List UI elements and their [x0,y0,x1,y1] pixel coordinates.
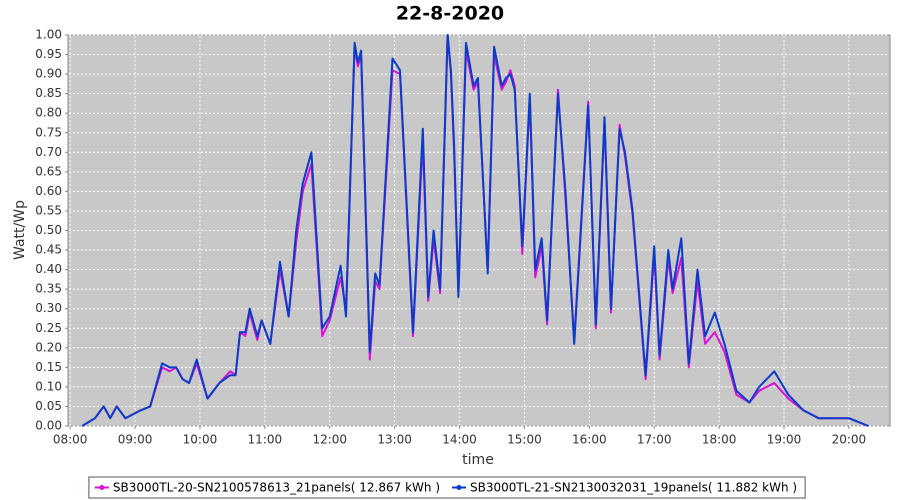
legend-label: SB3000TL-21-SN2130032031_19panels( 11.88… [470,481,797,495]
y-tick-label: 0.70 [35,145,62,159]
legend-box [88,476,806,499]
y-tick-label: 0.85 [35,86,62,100]
x-tick-label: 13:00 [377,433,412,447]
y-tick-label: 0.65 [35,164,62,178]
x-tick-label: 10:00 [183,433,218,447]
y-tick-label: 0.05 [35,399,62,413]
y-tick-label: 0.55 [35,203,62,217]
y-tick-label: 0.95 [35,47,62,61]
x-tick-label: 12:00 [312,433,347,447]
y-tick-label: 0.30 [35,301,62,315]
y-tick-label: 0.60 [35,184,62,198]
x-tick-label: 11:00 [248,433,283,447]
y-tick-label: 0.15 [35,360,62,374]
x-tick-label: 08:00 [53,433,88,447]
y-tick-label: 1.00 [35,28,62,42]
legend-label: SB3000TL-20-SN2100578613_21panels( 12.86… [113,481,440,495]
x-tick-label: 09:00 [118,433,153,447]
y-tick-label: 0.25 [35,321,62,335]
x-tick-label: 16:00 [572,433,607,447]
x-tick-label: 18:00 [702,433,737,447]
y-tick-label: 0.90 [35,67,62,81]
y-tick-label: 0.20 [35,340,62,354]
y-tick-label: 0.45 [35,243,62,257]
y-tick-label: 0.50 [35,223,62,237]
y-tick-label: 0.35 [35,282,62,296]
y-tick-label: 0.75 [35,125,62,139]
chart-title: 22-8-2020 [396,3,504,25]
y-axis-label: Watt/Wp [12,200,28,260]
y-tick-label: 0.80 [35,106,62,120]
x-axis-label: time [462,452,494,468]
series-line [81,34,869,427]
y-tick-label: 0.40 [35,262,62,276]
x-tick-label: 20:00 [832,433,867,447]
x-tick-label: 15:00 [507,433,542,447]
legend-marker [99,485,105,490]
x-tick-label: 14:00 [442,433,477,447]
x-tick-label: 19:00 [767,433,802,447]
y-tick-label: 0.10 [35,379,62,393]
x-tick-label: 17:00 [637,433,672,447]
y-tick-label: 0.00 [35,419,62,433]
legend-marker [456,485,462,490]
